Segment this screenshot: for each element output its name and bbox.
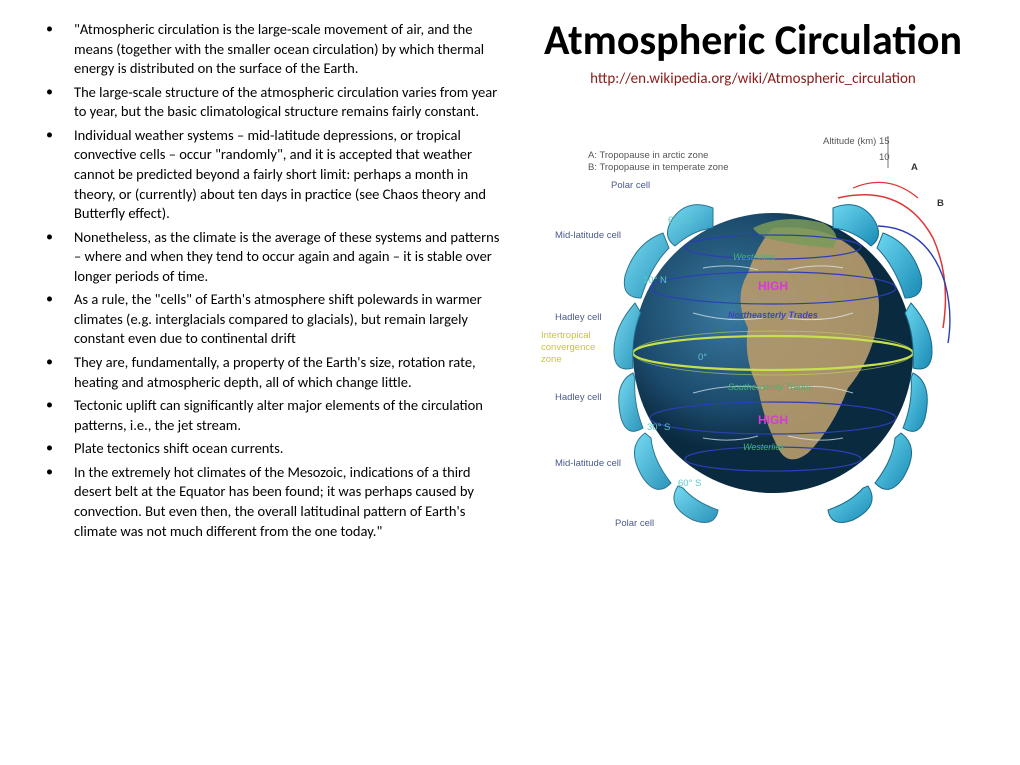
altitude-label: Altitude (km) 15 — [823, 136, 890, 147]
label-itcz3: zone — [541, 354, 562, 365]
label-ne-trades: Northeasterly Trades — [728, 310, 818, 320]
label-westerlies-n: Westerlies — [733, 252, 775, 262]
label-high-n: HIGH — [758, 279, 788, 293]
lat60s-label: 60° S — [678, 478, 701, 489]
bullet-item: As a rule, the "cells" of Earth's atmosp… — [28, 290, 506, 349]
label-A: A — [911, 162, 918, 173]
lat30n-label: 30° N — [643, 275, 667, 286]
bullet-item: They are, fundamentally, a property of t… — [28, 353, 506, 392]
label-westerlies-s: Westerlies — [743, 442, 785, 452]
bullet-item: Tectonic uplift can significantly alter … — [28, 396, 506, 435]
lat60n-label: 60° N — [668, 215, 692, 226]
bullet-column: "Atmospheric circulation is the large-sc… — [28, 20, 518, 745]
title-column: Atmospheric Circulation http://en.wikipe… — [518, 20, 988, 745]
legend-a: A: Tropopause in arctic zone — [588, 150, 708, 161]
circulation-diagram: Altitude (km) 15 10 A: Tropopause in arc… — [533, 128, 973, 558]
label-itcz2: convergence — [541, 342, 595, 353]
bullet-item: Nonetheless, as the climate is the avera… — [28, 228, 506, 287]
label-hadley-s: Hadley cell — [555, 392, 601, 403]
bullet-item: In the extremely hot climates of the Mes… — [28, 463, 506, 541]
bullet-item: "Atmospheric circulation is the large-sc… — [28, 20, 506, 79]
bullet-item: Individual weather systems – mid-latitud… — [28, 126, 506, 224]
legend-b: B: Tropopause in temperate zone — [588, 162, 728, 173]
globe-svg: Altitude (km) 15 10 A: Tropopause in arc… — [533, 128, 973, 558]
label-high-s: HIGH — [758, 413, 788, 427]
label-se-trades: Southeasterly Trades — [728, 382, 813, 392]
lat30s-label: 30° S — [647, 422, 670, 433]
label-polar-s: Polar cell — [615, 518, 654, 529]
bullet-list: "Atmospheric circulation is the large-sc… — [28, 20, 506, 541]
bullet-item: Plate tectonics shift ocean currents. — [28, 439, 506, 459]
label-B: B — [937, 198, 944, 209]
bullet-item: The large-scale structure of the atmosph… — [28, 83, 506, 122]
source-link[interactable]: http://en.wikipedia.org/wiki/Atmospheric… — [590, 70, 916, 88]
label-hadley-n: Hadley cell — [555, 312, 601, 323]
label-polar-n: Polar cell — [611, 180, 650, 191]
label-itcz1: Intertropical — [541, 330, 591, 341]
lat0-label: 0° — [698, 352, 707, 363]
label-mid-s: Mid-latitude cell — [555, 458, 621, 469]
page-title: Atmospheric Circulation — [544, 18, 962, 64]
slide-root: "Atmospheric circulation is the large-sc… — [0, 0, 1020, 765]
label-mid-n: Mid-latitude cell — [555, 230, 621, 241]
altitude-10: 10 — [879, 152, 890, 163]
